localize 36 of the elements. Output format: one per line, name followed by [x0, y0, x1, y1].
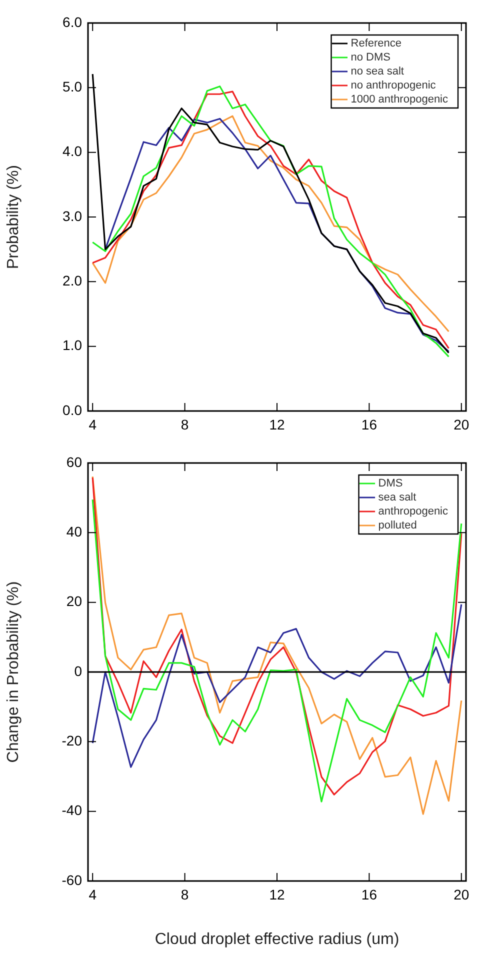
legend-label: Reference	[350, 38, 402, 50]
y-tick-label: 2.0	[62, 272, 82, 289]
legend-label: no anthropogenic	[350, 80, 436, 92]
x-tick-label: 20	[454, 886, 470, 902]
legend-label: sea salt	[378, 492, 416, 504]
y-tick-label: 3.0	[62, 208, 82, 224]
y-tick-label: -60	[62, 872, 82, 888]
y-tick-label: -20	[62, 732, 82, 749]
y-tick-label: 5.0	[62, 78, 82, 95]
legend-label: anthropogenic	[378, 506, 448, 518]
x-axis-title: Cloud droplet effective radius (um)	[154, 930, 400, 948]
y-tick-label: 20	[66, 593, 82, 610]
x-tick-label: 16	[361, 886, 378, 902]
y-axis-title: Change in Probability (%)	[5, 581, 22, 763]
y-tick-label: 6.0	[62, 14, 82, 30]
y-axis-title: Probability (%)	[5, 164, 22, 270]
legend-label: 1000 anthropogenic	[350, 94, 448, 106]
legend-label: no DMS	[350, 52, 390, 64]
x-tick-label: 12	[269, 416, 285, 432]
y-tick-label: 4.0	[62, 143, 82, 160]
y-tick-label: 60	[66, 454, 82, 470]
y-tick-label: 1.0	[62, 337, 82, 354]
legend-label: DMS	[378, 478, 403, 490]
x-tick-label: 4	[88, 886, 97, 902]
x-tick-label: 12	[269, 886, 285, 902]
x-tick-label: 20	[454, 416, 470, 432]
x-tick-label: 16	[361, 416, 378, 432]
legend-label: no sea salt	[350, 66, 404, 78]
y-tick-label: 40	[66, 524, 82, 540]
x-tick-label: 4	[88, 416, 97, 432]
y-tick-label: 0.0	[62, 402, 82, 418]
y-tick-label: 0	[74, 662, 82, 679]
x-tick-label: 8	[180, 416, 189, 432]
y-tick-label: -40	[62, 802, 82, 818]
legend-label: polluted	[378, 520, 417, 532]
x-tick-label: 8	[180, 886, 189, 902]
